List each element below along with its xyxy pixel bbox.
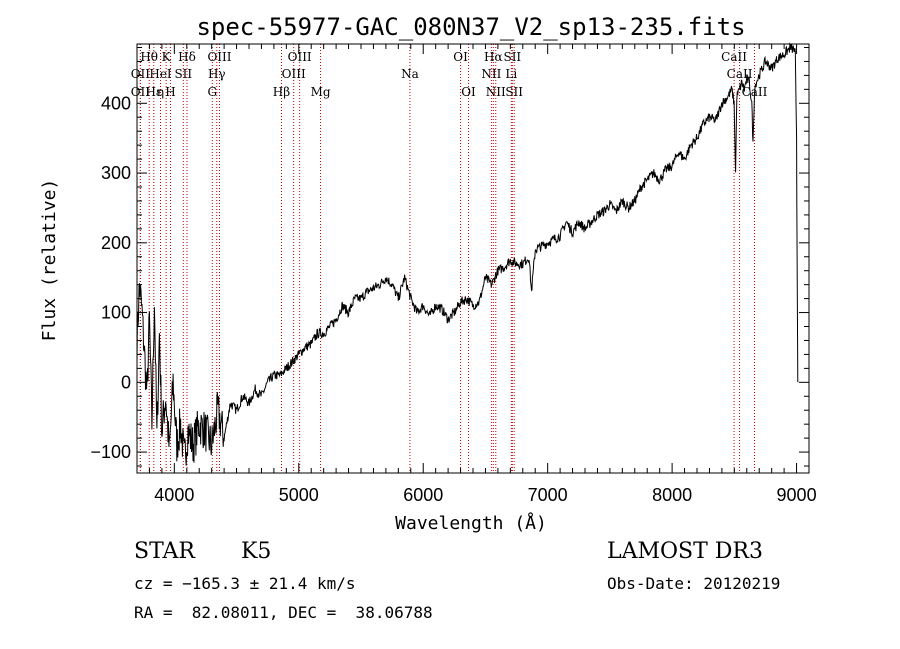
line-marker-label: OIII xyxy=(282,67,306,81)
x-tick-label: 5000 xyxy=(279,485,319,505)
line-marker-label: G xyxy=(207,85,217,99)
x-tick-label: 6000 xyxy=(403,485,443,505)
x-tick-label: 4000 xyxy=(154,485,194,505)
y-axis: −100 0 100 200 300 400 xyxy=(90,46,809,467)
line-marker-label: NII xyxy=(481,67,501,81)
chart-title: spec-55977-GAC_080N37_V2_sp13-235.fits xyxy=(196,13,745,41)
line-marker-label: HeI xyxy=(149,67,172,81)
line-marker-label: NII xyxy=(486,85,506,99)
x-tick-label: 9000 xyxy=(777,485,817,505)
line-marker-label: SII xyxy=(174,67,192,81)
line-marker-group xyxy=(139,44,755,473)
line-marker-label: H xyxy=(165,85,175,99)
object-subclass: K5 xyxy=(241,539,272,564)
y-tick-label: 100 xyxy=(101,303,131,323)
line-marker-label: Li xyxy=(505,67,517,81)
y-tick-label: 300 xyxy=(101,163,131,183)
line-marker-label: η xyxy=(157,85,164,99)
line-marker-label: OII xyxy=(131,85,151,99)
x-tick-label: 7000 xyxy=(528,485,568,505)
radial-velocity: cz = −165.3 ± 21.4 km/s xyxy=(134,574,356,593)
y-tick-label: 200 xyxy=(101,233,131,253)
y-axis-label: Flux (relative) xyxy=(39,179,60,342)
spectrum-line xyxy=(136,42,799,466)
line-marker-label: Hβ xyxy=(273,85,290,99)
line-marker-label: SII xyxy=(503,50,521,64)
line-marker-label: OIII xyxy=(207,50,231,64)
line-marker-label: Na xyxy=(401,67,419,81)
y-tick-label: 0 xyxy=(121,372,131,392)
x-tick-label: 8000 xyxy=(652,485,692,505)
line-marker-label: Mg xyxy=(311,85,331,99)
line-marker-label: Hγ xyxy=(208,67,226,81)
line-marker-label: OIII xyxy=(288,50,312,64)
x-axis-label: Wavelength (Å) xyxy=(395,512,547,534)
observation-date: Obs-Date: 20120219 xyxy=(607,574,781,593)
line-marker-label: OI xyxy=(453,50,468,64)
line-marker-label: OII xyxy=(131,67,151,81)
line-marker-label: Hδ xyxy=(178,50,196,64)
coordinates: RA = 82.08011, DEC = 38.06788 xyxy=(134,603,433,622)
line-marker-label: Hα xyxy=(484,50,503,64)
y-tick-label: 400 xyxy=(101,93,131,113)
line-marker-label: OI xyxy=(461,85,476,99)
line-marker-label: Hθ xyxy=(140,50,158,64)
line-marker-label: Hε xyxy=(145,85,162,99)
line-marker-label: SII xyxy=(505,85,523,99)
line-marker-label: K xyxy=(162,50,172,64)
survey-name: LAMOST DR3 xyxy=(607,539,763,564)
y-tick-label: −100 xyxy=(90,442,131,462)
line-marker-label: CaII xyxy=(721,50,747,64)
object-class: STAR xyxy=(134,539,195,564)
x-axis: 4000 5000 6000 7000 8000 9000 xyxy=(148,44,817,505)
